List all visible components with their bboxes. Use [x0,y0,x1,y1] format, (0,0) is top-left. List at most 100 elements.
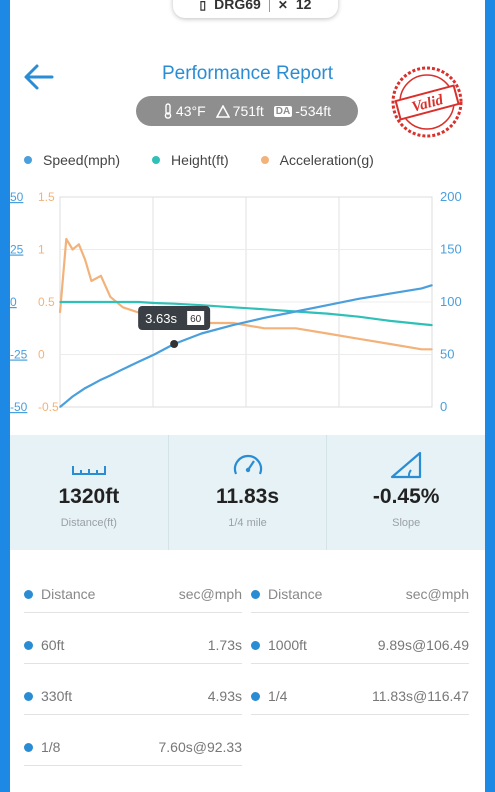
pill-divider [268,0,270,12]
split-value: 4.93s [207,688,242,704]
speedometer-icon [233,454,262,475]
page-title: Performance Report [161,63,334,84]
data-point [357,298,360,300]
bullet-dot [251,589,260,599]
table-row: 330ft 4.93s 1/4 11.83s@116.47 [24,678,479,729]
stat-time: 11.83s 1/4 mile [169,435,328,550]
device-pill[interactable]: ▯ DRG69 ✕ 12 [173,0,338,18]
legend-speed-label: Speed(mph) [43,152,121,168]
data-point [200,332,203,335]
data-point [137,361,140,363]
slope-icon [391,451,422,479]
data-point [200,304,203,306]
tooltip-value-box [187,311,205,325]
data-point [78,243,80,246]
stat-slope: -0.45% Slope [327,435,485,550]
satellite-icon: ✕ [277,0,288,12]
valid-stamp: Valid [391,66,463,138]
data-point [65,301,68,303]
split-cell: 1000ft 9.89s@106.49 [251,627,469,664]
temperature: 43°F [175,103,206,119]
slope-value: -0.45% [372,485,440,508]
data-point [109,295,112,298]
split-cell: 60ft 1.73s [24,627,242,664]
data-point [420,323,423,325]
chart-tooltip: 3.63s 60 [138,306,211,330]
slope-label: Slope [392,517,421,529]
tick-label-height: 25 [10,243,24,257]
header-right-val: sec@mph [405,586,469,602]
performance-chart[interactable]: 50 25 0 -25 -50 1.5 1 0.5 0 -0.5 200 150 100 50 0 3.63s… [10,185,485,425]
tick-label-acceleration: 1.5 [38,190,55,204]
time-value: 11.83s [215,485,280,508]
data-point [59,301,61,303]
data-point [122,368,124,370]
distance-label: Distance(ft) [60,517,117,529]
data-point [100,301,102,303]
density-altitude: -534ft [295,103,332,119]
header-right-key: Distance [268,586,323,602]
tick-label-speed: 50 [440,347,454,362]
distance-value: 1320ft [58,485,120,508]
bullet-dot [251,691,260,701]
left-edge [0,0,10,792]
phone-icon: ▯ [199,0,207,12]
split-cell: 330ft 4.93s [24,678,242,715]
data-point [431,284,433,286]
split-key: 1/4 [268,688,288,704]
data-point [326,312,329,315]
data-point [153,302,156,304]
speed-dot [24,156,32,164]
tick-label-speed: 0 [440,399,447,414]
data-point [90,280,93,282]
data-point [431,324,433,326]
legend-acceleration[interactable]: Acceleration(g) [260,152,374,168]
split-key: 330ft [41,688,73,704]
data-point [109,374,112,377]
data-point [90,384,93,386]
back-arrow-icon[interactable] [22,60,56,94]
data-point [420,287,423,290]
data-point [389,320,391,322]
data-point [137,301,140,303]
chart-legend: Speed(mph) Height(ft) Acceleration(g) [24,152,406,168]
split-value: 9.89s@106.49 [377,637,469,653]
data-point [71,248,74,251]
data-point [90,301,93,303]
data-point [100,274,102,277]
data-point [295,327,297,330]
bullet-dot [24,691,33,701]
data-point [357,337,360,340]
satellite-count: 12 [295,0,312,12]
right-edge [485,0,495,792]
data-point [122,306,124,309]
legend-speed[interactable]: Speed(mph) [24,152,120,168]
data-point [78,301,80,303]
table-header-left: Distance sec@mph [24,576,242,613]
screen: ▯ DRG69 ✕ 12 Performance Report Valid 43… [10,0,485,792]
tick-label-acceleration: 0 [38,348,45,362]
data-point [84,259,86,261]
stat-distance: 1320ft Distance(ft) [10,435,169,550]
bullet-dot [24,589,33,599]
tick-label-acceleration: -0.5 [38,400,59,414]
data-point [389,292,391,295]
split-key: 60ft [41,637,65,653]
split-key: 1000ft [268,637,307,653]
bullet-dot [251,640,260,650]
data-point [263,308,266,311]
legend-height[interactable]: Height(ft) [152,152,229,168]
data-point [389,343,391,345]
data-point [232,324,234,326]
tick-label-acceleration: 1 [38,243,45,257]
da-badge: DA [273,105,293,117]
table-row: 60ft 1.73s 1000ft 9.89s@106.49 [24,627,479,678]
table-row: 1/8 7.60s@92.33 [24,729,479,780]
data-point [71,395,74,398]
data-point [109,301,112,303]
altitude-icon [215,104,230,118]
device-name: DRG69 [214,0,261,12]
split-cell: 1/8 7.60s@92.33 [24,729,242,766]
data-point [65,238,68,240]
data-point [59,406,61,408]
